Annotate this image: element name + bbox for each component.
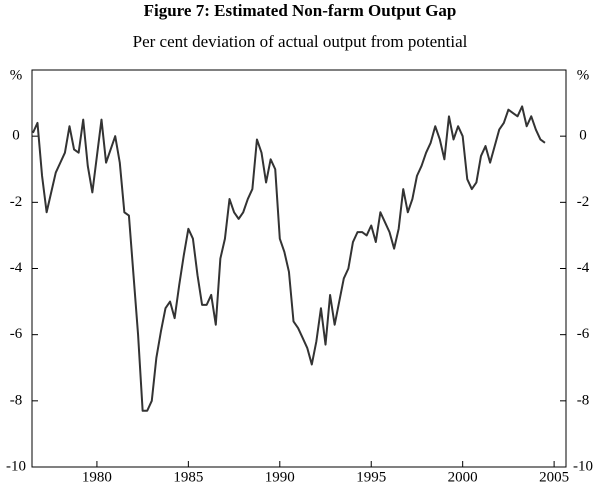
y-tick-label: -6: [10, 326, 23, 342]
y-tick-label: -2: [10, 194, 23, 210]
y2-tick-label: -6: [577, 326, 590, 342]
y2-axis-label: %: [577, 67, 590, 83]
x-tick-label: 2005: [539, 469, 569, 485]
plot-frame: [31, 69, 567, 468]
y2-tick-label: -10: [573, 458, 593, 474]
y2-tick-label: 0: [579, 128, 587, 144]
y2-tick-label: -2: [577, 194, 590, 210]
y2-tick-label: -4: [577, 260, 590, 276]
x-tick-label: 2000: [448, 469, 478, 485]
y-tick-label: 0: [12, 128, 20, 144]
x-tick-label: 1985: [173, 469, 203, 485]
y-axis-label: %: [10, 67, 23, 83]
x-tick-label: 1980: [82, 469, 112, 485]
chart-subtitle: Per cent deviation of actual output from…: [133, 32, 468, 51]
x-tick-label: 1995: [356, 469, 386, 485]
y-tick-label: -10: [6, 458, 26, 474]
y-tick-label: -4: [10, 260, 23, 276]
chart-title: Figure 7: Estimated Non-farm Output Gap: [144, 1, 457, 20]
data-line: [32, 105, 546, 412]
y-tick-label: -8: [10, 392, 23, 408]
x-tick-label: 1990: [265, 469, 295, 485]
y2-tick-label: -8: [577, 392, 590, 408]
